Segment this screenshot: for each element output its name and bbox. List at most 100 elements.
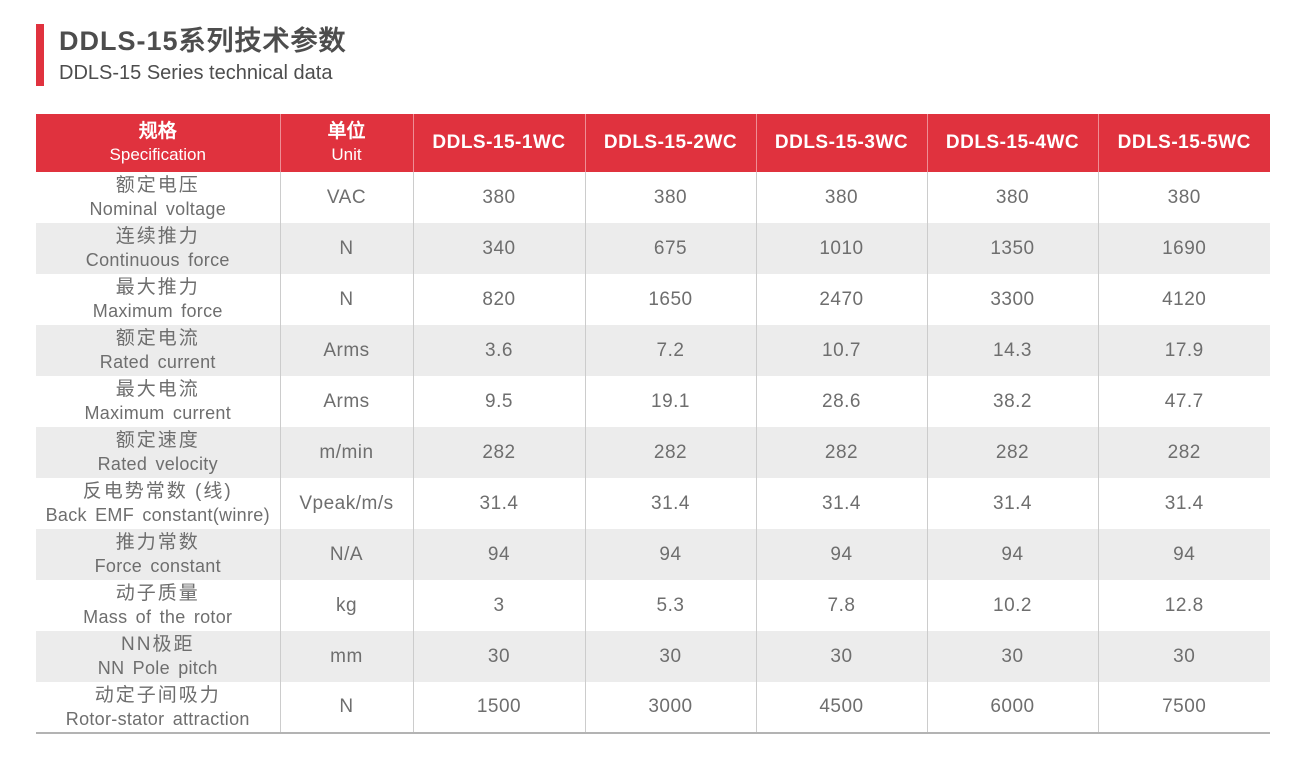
- header-spec-zh: 规格: [138, 121, 177, 142]
- unit-cell: m/min: [279, 427, 413, 478]
- value-cell: 7.2: [584, 325, 756, 376]
- spec-label-zh: 最大推力: [115, 277, 200, 298]
- value-cell: 4500: [755, 682, 927, 734]
- value-cell: 17.9: [1097, 325, 1270, 376]
- spec-label-zh: 额定电压: [115, 175, 200, 196]
- spec-cell: 最大电流 Maximum current: [36, 376, 280, 427]
- spec-label-en: NN Pole pitch: [97, 658, 218, 678]
- value-cell: 380: [926, 172, 1098, 223]
- value-cell: 3: [412, 580, 585, 631]
- spec-label-zh: 连续推力: [115, 226, 200, 247]
- header-model-4: DDLS-15-4WC: [926, 114, 1098, 172]
- value-cell: 7.8: [755, 580, 927, 631]
- value-cell: 94: [1097, 529, 1270, 580]
- spec-label-en: Rotor-stator attraction: [65, 708, 250, 729]
- table-row-rated-current: 额定电流 Rated current Arms 3.6 7.2 10.7 14.…: [36, 325, 1270, 376]
- unit-cell: VAC: [279, 172, 413, 223]
- spec-cell: 推力常数 Force constant: [36, 529, 280, 580]
- spec-cell: NN极距 NN Pole pitch: [36, 631, 280, 682]
- value-cell: 380: [584, 172, 756, 223]
- table-header: 规格 Specification 单位 Unit DDLS-15-1WC DDL…: [36, 114, 1270, 172]
- value-cell: 1350: [926, 223, 1098, 274]
- table-row-force-constant: 推力常数 Force constant N/A 94 94 94 94 94: [36, 529, 1270, 580]
- spec-cell: 额定电流 Rated current: [36, 325, 280, 376]
- value-cell: 282: [1097, 427, 1270, 478]
- header-unit: 单位 Unit: [279, 114, 413, 172]
- spec-label-zh: NN极距: [121, 634, 195, 655]
- spec-label-en: Maximum force: [92, 301, 223, 321]
- table-row-maximum-force: 最大推力 Maximum force N 820 1650 2470 3300 …: [36, 274, 1270, 325]
- table-row-rated-velocity: 额定速度 Rated velocity m/min 282 282 282 28…: [36, 427, 1270, 478]
- value-cell: 282: [926, 427, 1098, 478]
- spec-label-zh: 最大电流: [115, 379, 200, 400]
- value-cell: 38.2: [926, 376, 1098, 427]
- header-specification: 规格 Specification: [36, 114, 280, 172]
- title-block: DDLS-15系列技术参数 DDLS-15 Series technical d…: [36, 24, 347, 86]
- value-cell: 1690: [1097, 223, 1270, 274]
- spec-cell: 最大推力 Maximum force: [36, 274, 280, 325]
- value-cell: 282: [584, 427, 756, 478]
- unit-cell: kg: [279, 580, 413, 631]
- spec-label-zh: 反电势常数 (线): [82, 481, 233, 502]
- value-cell: 9.5: [412, 376, 585, 427]
- value-cell: 10.7: [755, 325, 927, 376]
- spec-cell: 动子质量 Mass of the rotor: [36, 580, 280, 631]
- spec-label-zh: 动子质量: [115, 583, 200, 604]
- unit-cell: Arms: [279, 325, 413, 376]
- value-cell: 10.2: [926, 580, 1098, 631]
- spec-label-zh: 额定电流: [115, 328, 200, 349]
- spec-label-en: Rated velocity: [97, 454, 218, 474]
- value-cell: 675: [584, 223, 756, 274]
- table-row-mass-of-rotor: 动子质量 Mass of the rotor kg 3 5.3 7.8 10.2…: [36, 580, 1270, 631]
- header-model-3: DDLS-15-3WC: [755, 114, 927, 172]
- value-cell: 28.6: [755, 376, 927, 427]
- value-cell: 340: [412, 223, 585, 274]
- spec-label-zh: 动定子间吸力: [94, 684, 221, 706]
- value-cell: 1650: [584, 274, 756, 325]
- unit-cell: mm: [279, 631, 413, 682]
- value-cell: 30: [584, 631, 756, 682]
- value-cell: 30: [755, 631, 927, 682]
- value-cell: 6000: [926, 682, 1098, 734]
- value-cell: 19.1: [584, 376, 756, 427]
- value-cell: 4120: [1097, 274, 1270, 325]
- technical-data-table: 规格 Specification 单位 Unit DDLS-15-1WC DDL…: [36, 114, 1270, 734]
- value-cell: 31.4: [412, 478, 585, 529]
- spec-label-en: Force constant: [94, 556, 221, 576]
- spec-label-en: Maximum current: [84, 403, 232, 423]
- value-cell: 31.4: [755, 478, 927, 529]
- spec-cell: 动定子间吸力 Rotor-stator attraction: [36, 682, 280, 734]
- table-row-rotor-stator-attraction: 动定子间吸力 Rotor-stator attraction N 1500 30…: [36, 682, 1270, 734]
- title-accent-bar: [36, 24, 44, 86]
- value-cell: 94: [926, 529, 1098, 580]
- unit-cell: Arms: [279, 376, 413, 427]
- spec-label-en: Continuous force: [85, 250, 230, 270]
- unit-cell: N: [279, 223, 413, 274]
- spec-label-zh: 额定速度: [115, 430, 200, 451]
- value-cell: 5.3: [584, 580, 756, 631]
- table-row-maximum-current: 最大电流 Maximum current Arms 9.5 19.1 28.6 …: [36, 376, 1270, 427]
- value-cell: 30: [926, 631, 1098, 682]
- value-cell: 380: [1097, 172, 1270, 223]
- spec-label-en: Back EMF constant(winre): [45, 505, 270, 525]
- table-row-continuous-force: 连续推力 Continuous force N 340 675 1010 135…: [36, 223, 1270, 274]
- value-cell: 12.8: [1097, 580, 1270, 631]
- value-cell: 282: [755, 427, 927, 478]
- value-cell: 30: [1097, 631, 1270, 682]
- page-title-zh: DDLS-15系列技术参数: [59, 26, 347, 56]
- value-cell: 380: [412, 172, 585, 223]
- header-model-2: DDLS-15-2WC: [584, 114, 756, 172]
- spec-label-en: Mass of the rotor: [83, 607, 233, 627]
- header-spec-en: Specification: [109, 145, 206, 164]
- value-cell: 94: [755, 529, 927, 580]
- table-row-nominal-voltage: 额定电压 Nominal voltage VAC 380 380 380 380…: [36, 172, 1270, 223]
- spec-cell: 额定电压 Nominal voltage: [36, 172, 280, 223]
- page-title-en: DDLS-15 Series technical data: [59, 62, 333, 84]
- table-row-back-emf-constant: 反电势常数 (线) Back EMF constant(winre) Vpeak…: [36, 478, 1270, 529]
- value-cell: 282: [412, 427, 585, 478]
- value-cell: 820: [412, 274, 585, 325]
- table-row-nn-pole-pitch: NN极距 NN Pole pitch mm 30 30 30 30 30: [36, 631, 1270, 682]
- value-cell: 3000: [584, 682, 756, 734]
- value-cell: 1500: [412, 682, 585, 734]
